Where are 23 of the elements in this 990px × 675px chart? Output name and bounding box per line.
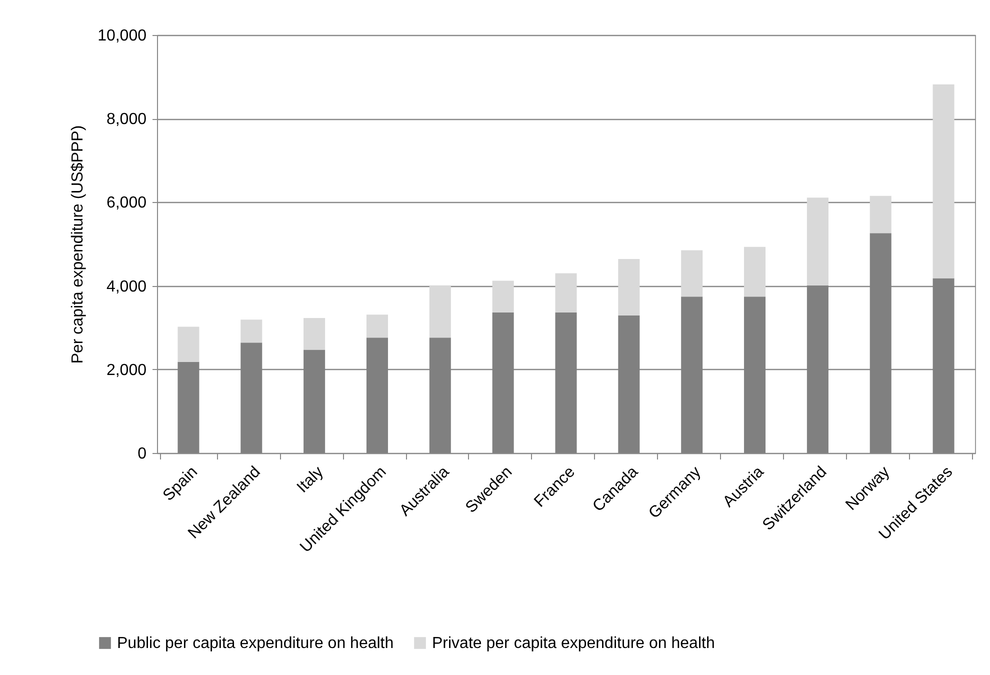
- legend-label: Private per capita expenditure on health: [432, 635, 715, 652]
- y-tick-label: 4,000: [106, 278, 147, 296]
- bar: [178, 326, 200, 362]
- bar: [555, 273, 577, 313]
- y-tick-label: 10,000: [98, 28, 147, 44]
- y-tick-label: 2,000: [106, 362, 147, 379]
- bar: [870, 196, 892, 234]
- legend-label: Public per capita expenditure on health: [117, 635, 394, 652]
- x-tick-label: Italy: [294, 464, 327, 496]
- bar: [744, 246, 766, 297]
- bar: [304, 318, 326, 350]
- y-tick-label: 0: [138, 446, 147, 462]
- bar: [681, 250, 703, 297]
- bar: [618, 259, 640, 316]
- bar: [429, 285, 451, 338]
- bar: [366, 314, 388, 338]
- bar: [492, 280, 514, 313]
- y-tick-label: 6,000: [106, 194, 147, 212]
- bar: [932, 84, 954, 278]
- bar: [240, 320, 262, 343]
- bar: [806, 198, 828, 286]
- y-tick-label: 8,000: [106, 111, 147, 128]
- y-axis-title: Per capita expenditure (US$PPP): [70, 125, 87, 364]
